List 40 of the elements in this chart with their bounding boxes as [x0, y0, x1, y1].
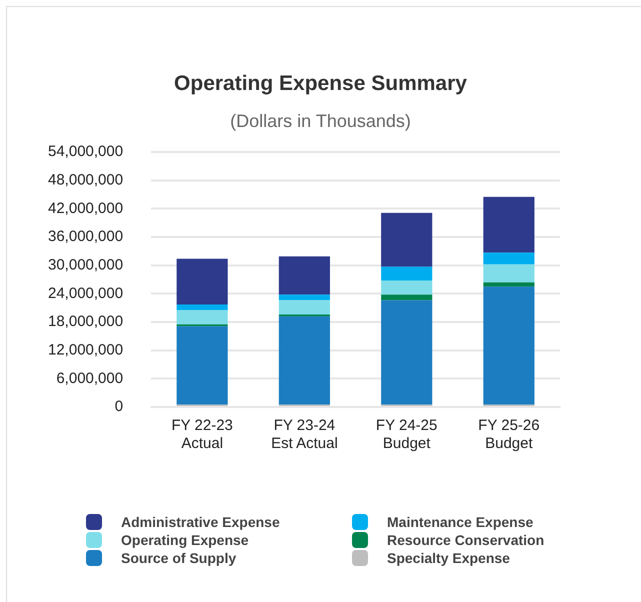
bar	[278, 256, 330, 295]
bar	[278, 316, 330, 405]
y-tick-label: 24,000,000	[48, 284, 124, 302]
y-tick-label: 54,000,000	[48, 143, 124, 160]
x-tick-label: FY 22-23 Actual	[171, 417, 233, 452]
legend-label: Maintenance Expense	[386, 514, 534, 530]
y-tick-label: 30,000,000	[48, 256, 124, 274]
bar	[483, 252, 534, 264]
bar	[278, 300, 330, 314]
bar	[381, 280, 432, 295]
chart-title: Operating Expense Summary	[173, 72, 468, 96]
bar	[381, 294, 432, 300]
bar	[176, 304, 228, 310]
chart-subtitle: (Dollars in Thousands)	[229, 111, 412, 132]
y-tick-label: 42,000,000	[48, 200, 124, 217]
legend-label: Source of Supply	[120, 550, 238, 566]
bar	[381, 266, 432, 280]
legend-label: Specialty Expense	[386, 550, 511, 566]
bar	[483, 286, 534, 405]
y-tick-label: 12,000,000	[48, 341, 124, 358]
x-tick-label: FY 25-26 Budget	[478, 417, 540, 452]
legend-label: Operating Expense	[120, 532, 250, 548]
y-tick-label: 36,000,000	[48, 228, 124, 246]
bar	[483, 196, 534, 253]
bar	[176, 258, 228, 305]
bar	[483, 282, 534, 287]
bar	[176, 310, 228, 324]
legend-label: Resource Conservation	[386, 532, 546, 548]
x-tick-label: FY 23-24 Est Actual	[271, 417, 338, 452]
bar	[278, 294, 330, 300]
bar	[176, 326, 228, 405]
bar	[381, 300, 432, 405]
legend-label: Administrative Expense	[120, 514, 281, 530]
y-tick-label: 0	[114, 398, 124, 416]
y-tick-label: 6,000,000	[56, 370, 124, 387]
bar	[381, 212, 432, 267]
bar	[483, 264, 534, 282]
y-tick-label: 48,000,000	[48, 171, 124, 188]
y-tick-label: 18,000,000	[48, 313, 124, 330]
x-tick-label: FY 24-25 Budget	[376, 417, 438, 452]
